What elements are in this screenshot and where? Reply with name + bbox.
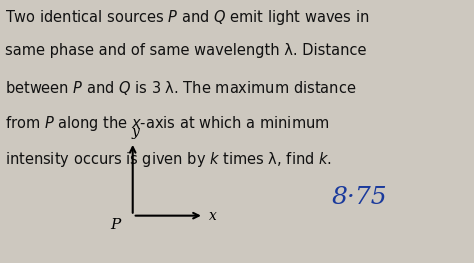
Text: x: x <box>209 209 217 223</box>
Text: from $P$ along the $x$-axis at which a minimum: from $P$ along the $x$-axis at which a m… <box>5 114 329 133</box>
Text: between $P$ and $Q$ is 3 λ. The maximum distance: between $P$ and $Q$ is 3 λ. The maximum … <box>5 79 356 97</box>
Text: same phase and of same wavelength λ. Distance: same phase and of same wavelength λ. Dis… <box>5 43 366 58</box>
Text: 8·75: 8·75 <box>332 186 387 209</box>
Text: intensity occurs is given by $k$ times λ, find $k$.: intensity occurs is given by $k$ times λ… <box>5 150 332 169</box>
Text: y: y <box>131 125 139 139</box>
Text: Two identical sources $P$ and $Q$ emit light waves in: Two identical sources $P$ and $Q$ emit l… <box>5 8 369 27</box>
Text: P: P <box>110 218 121 232</box>
